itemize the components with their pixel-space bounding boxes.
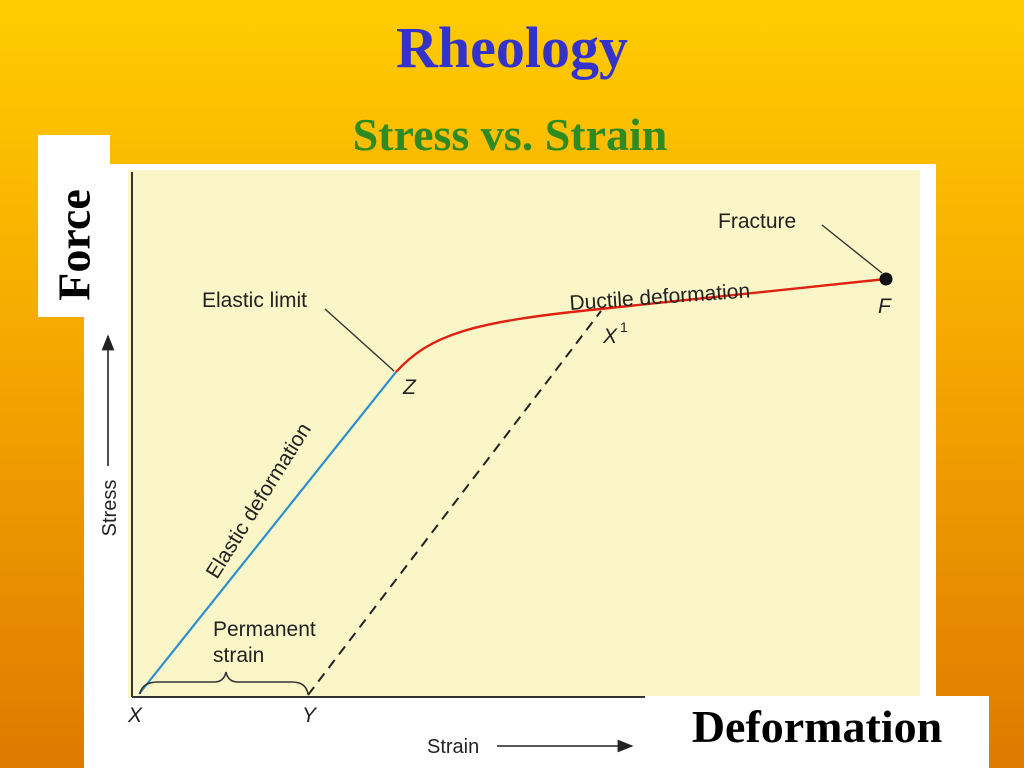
elastic-limit-leader: [324, 308, 395, 372]
elastic-deformation-line: [138, 371, 397, 695]
elastic-limit-label: Elastic limit: [202, 289, 307, 312]
fracture-label: Fracture: [718, 210, 796, 233]
plot-area: [128, 170, 920, 698]
unloading-dashed-line: [307, 310, 602, 696]
ductile-deformation-label: Ductile deformation: [569, 279, 751, 315]
point-x1-label: X: [602, 325, 618, 348]
ductile-deformation-curve: [395, 277, 887, 373]
slide-subtitle: Stress vs. Strain: [352, 109, 668, 160]
force-label-box: [38, 135, 110, 317]
permanent-strain-brace: [139, 671, 309, 695]
permanent-strain-label-line1: Permanent: [213, 618, 316, 641]
point-y-label: Y: [302, 704, 318, 727]
elastic-deformation-label: Elastic deformation: [202, 419, 316, 583]
fracture-leader: [821, 224, 883, 274]
point-x1-superscript: 1: [620, 319, 628, 335]
point-f-label: F: [878, 295, 892, 318]
deformation-label-box: [645, 696, 989, 768]
slide-title: Rheology: [396, 15, 628, 80]
point-z-label: Z: [402, 376, 417, 399]
fracture-point: [879, 272, 893, 286]
deformation-label: Deformation: [691, 701, 943, 752]
y-axis-label: Stress: [99, 480, 121, 537]
x-axis-label: Strain: [427, 736, 479, 758]
permanent-strain-label-line2: strain: [213, 644, 264, 667]
point-x-label: X: [127, 704, 143, 727]
